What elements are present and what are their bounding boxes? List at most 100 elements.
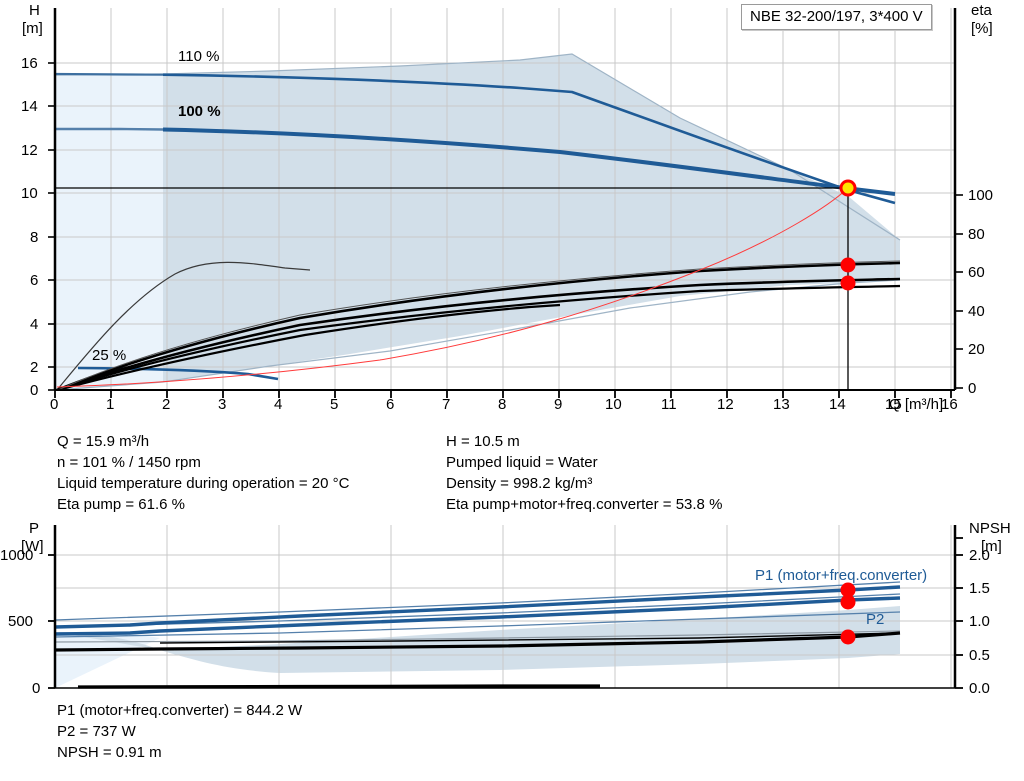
head-envelope-light	[55, 74, 163, 390]
npsh-tick-15: 1.5	[969, 580, 990, 597]
head-curve-110	[55, 72, 164, 76]
head-y-tick-4: 4	[30, 316, 39, 333]
p2-marker	[840, 594, 856, 610]
head-curves	[55, 53, 901, 390]
head-x-tick-15: 15	[885, 396, 902, 413]
p1-curve	[55, 585, 901, 629]
power-duty-markers	[840, 582, 856, 645]
power-y-tick-0: 0	[32, 680, 41, 697]
npsh-tick-10: 1.0	[969, 613, 990, 630]
duty-info-etapump: Eta pump = 61.6 %	[57, 496, 185, 513]
duty-info-q: Q = 15.9 m³/h	[57, 433, 150, 450]
npsh-tick-0: 0.0	[969, 680, 990, 697]
npsh-marker	[840, 629, 856, 645]
duty-info-liquid: Pumped liquid = Water	[446, 454, 598, 471]
duty-info-h: H = 10.5 m	[446, 433, 520, 450]
head-curve-110-main	[162, 73, 896, 205]
eta-curve-pump-b	[56, 277, 901, 390]
p1-envelope-upper	[55, 581, 901, 621]
eta-curve-thin	[57, 260, 901, 390]
head-x-tick-0: 0	[50, 396, 59, 413]
curve-label-100: 100 %	[178, 103, 221, 120]
p-thin-grey	[55, 630, 901, 643]
head-y-tick-0: 0	[30, 382, 39, 399]
power-chart-canvas	[48, 525, 963, 689]
head-envelope-upper-line	[55, 53, 901, 241]
eta-tick-60: 60	[968, 264, 985, 281]
head-x-tick-14: 14	[829, 396, 846, 413]
duty-point-marker-core	[842, 182, 854, 194]
eta-tick-80: 80	[968, 226, 985, 243]
head-y-tick-14: 14	[21, 98, 38, 115]
p1-marker	[840, 582, 856, 598]
eta-axis-title: eta	[971, 2, 992, 19]
eta-curve-partload	[56, 261, 311, 390]
eta-tick-100: 100	[968, 187, 994, 204]
npsh-axis-title: NPSH	[969, 520, 1011, 537]
head-curve-100-light	[55, 127, 164, 131]
power-envelope-light	[55, 632, 160, 688]
power-y-tick-500: 500	[8, 613, 34, 630]
p2-envelope-upper	[55, 593, 901, 628]
head-chart-canvas	[48, 8, 963, 398]
duty-info-density: Density = 998.2 kg/m³	[446, 475, 593, 492]
head-x-tick-12: 12	[717, 396, 734, 413]
eta-tick-40: 40	[968, 303, 985, 320]
curve-label-110: 110 %	[178, 48, 220, 65]
head-x-tick-16: 16	[941, 396, 958, 413]
head-x-tick-6: 6	[386, 396, 395, 413]
eta-tick-0: 0	[968, 380, 977, 397]
power-axes	[48, 525, 963, 689]
head-x-tick-2: 2	[162, 396, 171, 413]
power-info-p1: P1 (motor+freq.converter) = 844.2 W	[57, 702, 303, 719]
head-y-tick-2: 2	[30, 359, 39, 376]
head-x-tick-4: 4	[274, 396, 283, 413]
eta-pump-marker	[840, 257, 856, 273]
power-envelope	[55, 606, 900, 688]
eta-curve-total-a	[57, 284, 901, 390]
head-envelope-lower-line	[55, 279, 901, 390]
power-info-npsh: NPSH = 0.91 m	[57, 744, 162, 761]
head-y-tick-6: 6	[30, 272, 39, 289]
duty-info-n: n = 101 % / 1450 rpm	[57, 454, 201, 471]
p2-curve	[55, 596, 901, 636]
npsh-curve-thin	[159, 632, 901, 644]
pump-model-title: NBE 32-200/197, 3*400 V	[741, 4, 932, 30]
npsh-axis-unit: [m]	[981, 538, 1002, 555]
duty-info-etatotal: Eta pump+motor+freq.converter = 53.8 %	[446, 496, 723, 513]
npsh-zero-line	[77, 684, 600, 689]
head-x-tick-10: 10	[605, 396, 622, 413]
head-x-axis-title: Q [m³/h]	[889, 396, 944, 413]
head-curve-100-main	[162, 127, 896, 196]
head-y-tick-10: 10	[21, 185, 38, 202]
head-x-tick-9: 9	[554, 396, 563, 413]
curve-label-p2: P2	[866, 611, 885, 628]
head-y-tick-16: 16	[21, 55, 38, 72]
head-y-tick-12: 12	[21, 142, 38, 159]
head-y-axis-unit: [m]	[22, 20, 43, 37]
head-x-tick-3: 3	[218, 396, 227, 413]
head-curve-25	[77, 366, 279, 381]
npsh-tick-05: 0.5	[969, 647, 990, 664]
curve-label-25: 25 %	[92, 347, 127, 364]
eta-curve-total-b	[57, 303, 561, 390]
power-y-tick-1000: 1000	[0, 547, 34, 564]
head-y-tick-8: 8	[30, 229, 39, 246]
eta-axis-unit: [%]	[971, 20, 993, 37]
npsh-curve-red	[56, 187, 849, 388]
power-info-p2: P2 = 737 W	[57, 723, 136, 740]
head-y-axis-title: H	[29, 2, 40, 19]
head-envelope-dark	[163, 54, 900, 382]
p2-envelope-lower	[55, 611, 901, 638]
head-x-tick-8: 8	[498, 396, 507, 413]
head-x-tick-7: 7	[442, 396, 451, 413]
power-y-axis-title: P	[29, 520, 40, 537]
head-x-tick-11: 11	[661, 396, 677, 413]
power-y-axis-unit: [W]	[21, 538, 44, 555]
eta-curve-pump-a	[56, 261, 901, 390]
power-curves	[55, 581, 901, 689]
eta-tick-20: 20	[968, 341, 985, 358]
head-x-tick-1: 1	[106, 396, 115, 413]
head-axes	[48, 8, 963, 398]
